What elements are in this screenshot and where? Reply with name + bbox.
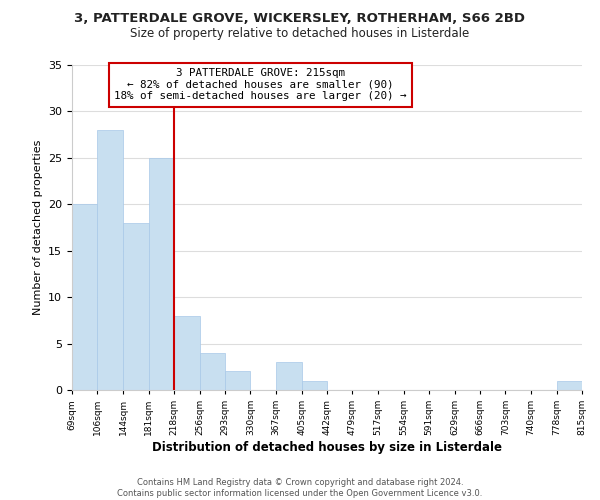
Y-axis label: Number of detached properties: Number of detached properties [32,140,43,315]
Text: Contains HM Land Registry data © Crown copyright and database right 2024.
Contai: Contains HM Land Registry data © Crown c… [118,478,482,498]
Bar [72,204,97,390]
Bar [225,372,250,390]
Text: Size of property relative to detached houses in Listerdale: Size of property relative to detached ho… [130,28,470,40]
Text: 3 PATTERDALE GROVE: 215sqm
← 82% of detached houses are smaller (90)
18% of semi: 3 PATTERDALE GROVE: 215sqm ← 82% of deta… [115,68,407,102]
Bar [557,380,582,390]
Bar [97,130,123,390]
Bar [276,362,302,390]
X-axis label: Distribution of detached houses by size in Listerdale: Distribution of detached houses by size … [152,441,502,454]
Bar [123,223,149,390]
Text: 3, PATTERDALE GROVE, WICKERSLEY, ROTHERHAM, S66 2BD: 3, PATTERDALE GROVE, WICKERSLEY, ROTHERH… [74,12,526,26]
Bar [200,353,225,390]
Bar [149,158,174,390]
Bar [174,316,200,390]
Bar [302,380,327,390]
